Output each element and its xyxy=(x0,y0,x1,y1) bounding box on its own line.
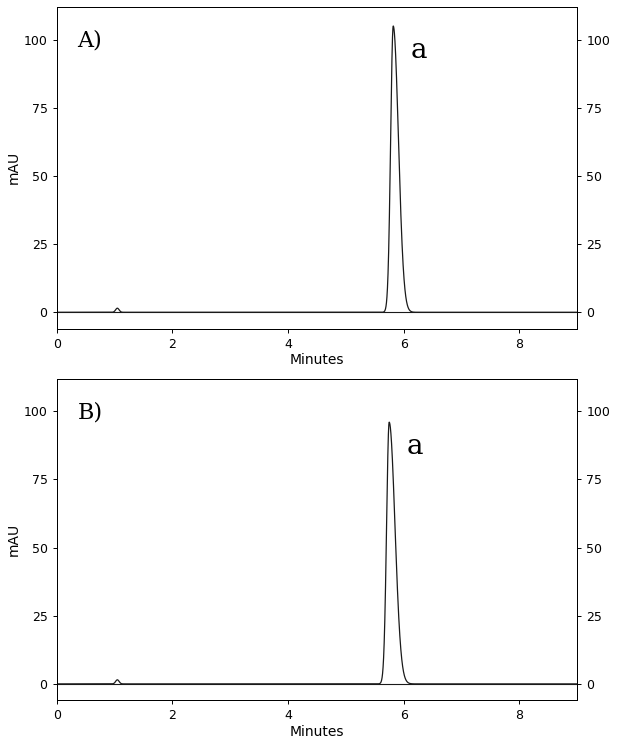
Text: B): B) xyxy=(78,401,102,423)
Text: A): A) xyxy=(78,29,102,51)
X-axis label: Minutes: Minutes xyxy=(289,354,344,368)
Text: a: a xyxy=(410,37,427,64)
Text: a: a xyxy=(407,433,423,460)
X-axis label: Minutes: Minutes xyxy=(289,725,344,739)
Y-axis label: mAU: mAU xyxy=(7,523,21,556)
Y-axis label: mAU: mAU xyxy=(7,151,21,184)
